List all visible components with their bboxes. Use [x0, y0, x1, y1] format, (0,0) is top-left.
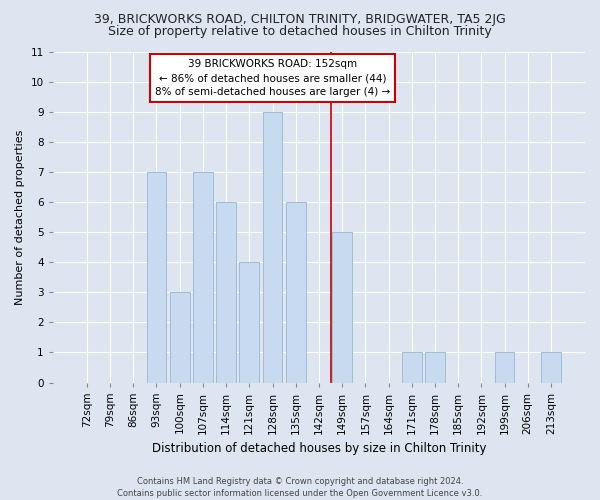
- Bar: [541, 352, 561, 382]
- Bar: [494, 352, 514, 382]
- Text: 39, BRICKWORKS ROAD, CHILTON TRINITY, BRIDGWATER, TA5 2JG: 39, BRICKWORKS ROAD, CHILTON TRINITY, BR…: [94, 12, 506, 26]
- Bar: [425, 352, 445, 382]
- X-axis label: Distribution of detached houses by size in Chilton Trinity: Distribution of detached houses by size …: [152, 442, 486, 455]
- Bar: [402, 352, 422, 382]
- Bar: [193, 172, 213, 382]
- Text: 39 BRICKWORKS ROAD: 152sqm
← 86% of detached houses are smaller (44)
8% of semi-: 39 BRICKWORKS ROAD: 152sqm ← 86% of deta…: [155, 59, 390, 97]
- Bar: [170, 292, 190, 382]
- Bar: [146, 172, 166, 382]
- Bar: [286, 202, 305, 382]
- Text: Contains HM Land Registry data © Crown copyright and database right 2024.
Contai: Contains HM Land Registry data © Crown c…: [118, 476, 482, 498]
- Y-axis label: Number of detached properties: Number of detached properties: [15, 130, 25, 304]
- Bar: [216, 202, 236, 382]
- Bar: [239, 262, 259, 382]
- Text: Size of property relative to detached houses in Chilton Trinity: Size of property relative to detached ho…: [108, 25, 492, 38]
- Bar: [332, 232, 352, 382]
- Bar: [263, 112, 283, 382]
